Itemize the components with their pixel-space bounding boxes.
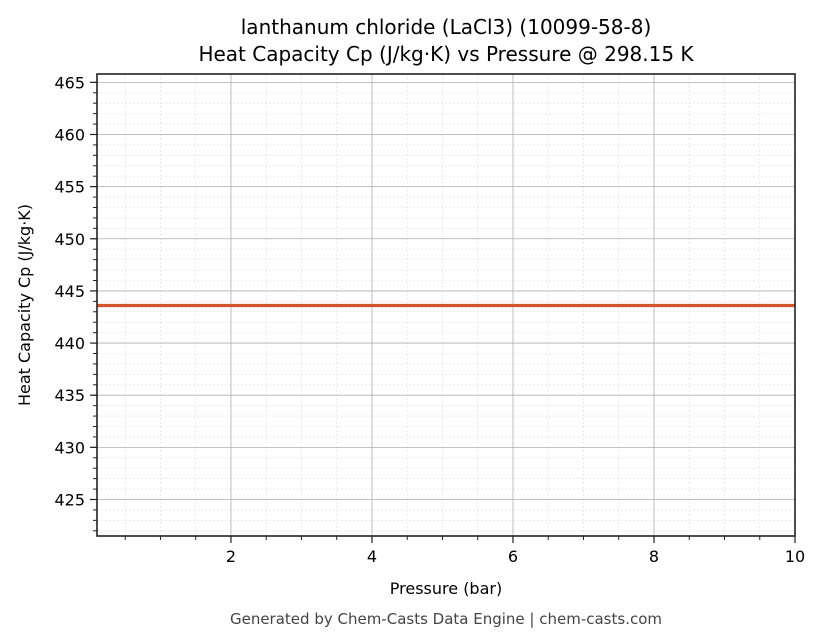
chart-subtitle: Heat Capacity Cp (J/kg·K) vs Pressure @ …: [198, 42, 694, 66]
y-tick-label: 430: [54, 438, 85, 457]
major-gridlines: [97, 74, 796, 536]
x-axis-ticks: 2 4 6 8 10: [124, 536, 805, 566]
y-axis-ticks: 425 430 435 440 445 450 455 460 465: [54, 73, 97, 532]
y-tick-label: 450: [54, 230, 85, 249]
y-tick-label: 435: [54, 386, 85, 405]
x-tick-label: 4: [367, 547, 377, 566]
y-tick-label: 465: [54, 73, 85, 92]
x-tick-label: 2: [226, 547, 236, 566]
y-tick-label: 425: [54, 490, 85, 509]
plot-frame: [96, 73, 796, 537]
x-axis-label: Pressure (bar): [390, 579, 502, 598]
y-tick-label: 440: [54, 334, 85, 353]
y-tick-label: 460: [54, 125, 85, 144]
y-axis-label: Heat Capacity Cp (J/kg·K): [15, 204, 34, 406]
x-tick-label: 8: [649, 547, 659, 566]
x-tick-label: 10: [785, 547, 805, 566]
y-tick-label: 455: [54, 178, 85, 197]
x-tick-label: 6: [508, 547, 518, 566]
footer-credit: Generated by Chem-Casts Data Engine | ch…: [230, 610, 662, 628]
chart-title: lanthanum chloride (LaCl3) (10099-58-8): [241, 15, 652, 39]
y-tick-label: 445: [54, 282, 85, 301]
